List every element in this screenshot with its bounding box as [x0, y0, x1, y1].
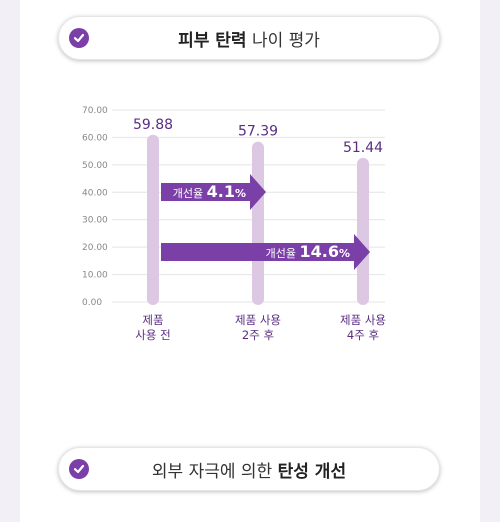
- check-circle-icon: [69, 459, 89, 479]
- x-tick-label: 사용 전: [135, 328, 170, 342]
- improvement-label: 개선율 4.1%: [173, 182, 246, 201]
- y-tick-label: 30.00: [82, 216, 108, 226]
- y-tick-label: 60.00: [82, 133, 108, 143]
- improvement-arrow: [161, 174, 266, 210]
- y-tick-label: 0.00: [82, 298, 102, 308]
- improvement-arrow: [161, 234, 370, 270]
- check-circle-icon: [69, 28, 89, 48]
- x-tick-label: 2주 후: [242, 328, 274, 342]
- x-tick-label: 제품 사용: [235, 313, 281, 327]
- x-tick-label: 4주 후: [347, 328, 379, 342]
- data-label: 59.88: [133, 117, 173, 133]
- x-tick-label: 제품 사용: [340, 313, 386, 327]
- y-tick-label: 20.00: [82, 243, 108, 253]
- section-header-pill: 피부 탄력 나이 평가: [58, 16, 440, 60]
- bar: [252, 141, 264, 305]
- section-title: 피부 탄력 나이 평가: [178, 30, 320, 51]
- bar: [357, 157, 369, 305]
- section-footer-pill: 외부 자극에 의한 탄성 개선: [58, 447, 440, 491]
- y-tick-label: 70.00: [82, 106, 108, 116]
- bar: [147, 134, 159, 305]
- improvement-label: 개선율 14.6%: [266, 242, 350, 261]
- section-subtitle: 외부 자극에 의한 탄성 개선: [151, 461, 347, 482]
- x-tick-label: 제품: [142, 313, 163, 327]
- data-label: 57.39: [238, 124, 278, 140]
- y-tick-label: 50.00: [82, 161, 108, 171]
- y-tick-label: 40.00: [82, 188, 108, 198]
- data-label: 51.44: [343, 140, 383, 156]
- y-tick-label: 10.00: [82, 271, 108, 281]
